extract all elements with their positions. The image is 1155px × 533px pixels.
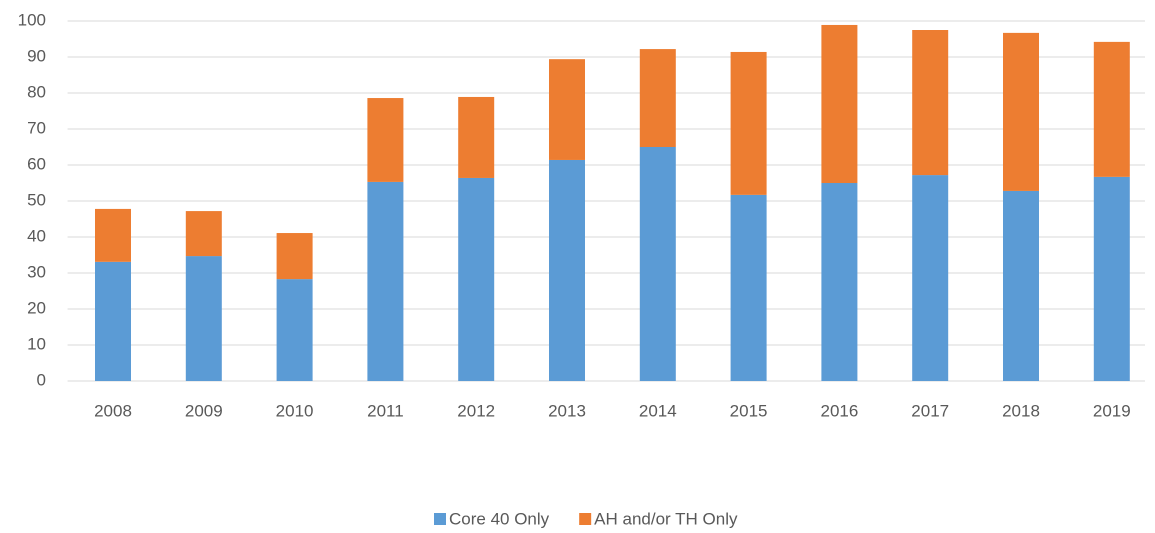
y-tick-label: 90 xyxy=(27,46,46,65)
y-tick-label: 70 xyxy=(27,118,46,137)
bar-segment xyxy=(367,98,404,182)
x-tick-label: 2012 xyxy=(457,401,495,420)
bar-segment xyxy=(458,96,495,178)
y-tick-label: 20 xyxy=(27,298,46,317)
bar-segment xyxy=(1093,176,1130,381)
bar-segment xyxy=(185,256,222,381)
bar-segment xyxy=(276,279,313,381)
bar-segment xyxy=(95,261,131,381)
x-tick-label: 2017 xyxy=(911,401,949,420)
y-tick-label: 30 xyxy=(27,262,46,281)
y-tick-label: 0 xyxy=(37,370,46,389)
x-tick-label: 2014 xyxy=(639,401,677,420)
y-tick-label: 10 xyxy=(27,334,46,353)
bar-segment xyxy=(639,49,676,147)
bar-segment xyxy=(549,159,585,381)
y-tick-label: 60 xyxy=(27,154,46,173)
y-tick-label: 50 xyxy=(27,190,46,209)
legend-label: Core 40 Only xyxy=(449,509,550,528)
legend-swatch xyxy=(579,513,592,525)
x-tick-label: 2019 xyxy=(1093,401,1131,420)
x-tick-label: 2011 xyxy=(367,401,404,420)
legend-label: AH and/or TH Only xyxy=(594,509,738,528)
y-tick-label: 100 xyxy=(18,10,46,29)
legend-swatch xyxy=(434,513,446,525)
bar-segment xyxy=(912,175,949,381)
bar-segment xyxy=(95,208,131,262)
bar-segment xyxy=(821,24,858,184)
y-tick-label: 40 xyxy=(27,226,46,245)
bar-segment xyxy=(1093,41,1130,177)
bar-segment xyxy=(458,177,495,381)
bar-segment xyxy=(730,51,767,195)
x-tick-label: 2013 xyxy=(548,401,586,420)
bar-segment xyxy=(912,30,949,176)
bar-segment xyxy=(639,147,676,381)
bar-segment xyxy=(276,233,313,280)
x-tick-label: 2015 xyxy=(730,401,768,420)
bar-segment xyxy=(1003,32,1039,191)
bar-segment xyxy=(730,194,767,381)
x-tick-label: 2016 xyxy=(820,401,858,420)
bar-segment xyxy=(367,181,404,381)
x-tick-label: 2008 xyxy=(94,401,132,420)
x-tick-label: 2018 xyxy=(1002,401,1040,420)
bar-segment xyxy=(549,59,585,160)
x-tick-label: 2009 xyxy=(185,401,223,420)
y-tick-label: 80 xyxy=(27,82,46,101)
x-tick-label: 2010 xyxy=(276,401,314,420)
bar-segment xyxy=(1003,190,1039,381)
bar-segment xyxy=(821,183,858,381)
bar-segment xyxy=(185,211,222,257)
